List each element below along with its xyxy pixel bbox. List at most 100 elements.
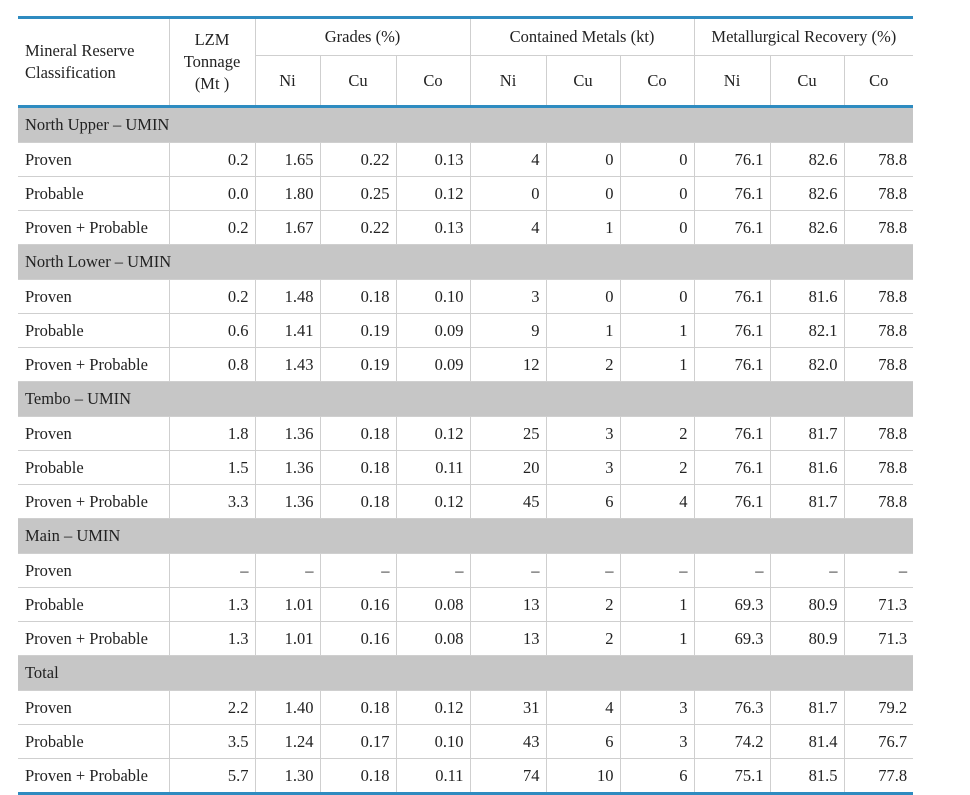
table-cell: 74.2 <box>694 724 771 759</box>
table-cell: 31 <box>470 690 547 725</box>
table-cell: 0 <box>620 176 695 211</box>
section-title: North Upper – UMIN <box>18 106 914 143</box>
table-cell: 78.8 <box>844 279 914 314</box>
table-cell: 0.12 <box>396 416 471 451</box>
table-cell: 1.01 <box>255 621 321 656</box>
table-cell: 69.3 <box>694 587 771 622</box>
table-cell: 81.7 <box>770 484 845 519</box>
row-label: Probable <box>18 724 170 759</box>
table-cell: 5.7 <box>169 758 256 795</box>
table-cell: 0.11 <box>396 758 471 795</box>
table-cell: 76.1 <box>694 347 771 382</box>
section-title: North Lower – UMIN <box>18 244 914 280</box>
table-cell: 13 <box>470 621 547 656</box>
table-cell: 0.22 <box>320 210 397 245</box>
table-cell: 1.65 <box>255 142 321 177</box>
table-cell: 1 <box>546 210 621 245</box>
table-cell: 0.6 <box>169 313 256 348</box>
header-tonnage: LZM Tonnage (Mt ) <box>169 16 256 108</box>
table-cell: 0.12 <box>396 690 471 725</box>
table-cell: 76.7 <box>844 724 914 759</box>
table-row: Proven + Probable 0.2 1.67 0.22 0.13 4 1 0 76.1 8… <box>18 210 914 245</box>
table-cell: 0 <box>546 176 621 211</box>
table-cell: – <box>320 553 397 588</box>
table-cell: 3 <box>620 724 695 759</box>
table-body: North Upper – UMIN Proven 0.2 1.65 0.22 0.13 4… <box>18 106 914 795</box>
table-cell: 78.8 <box>844 416 914 451</box>
row-label: Proven <box>18 416 170 451</box>
header-contained-cu: Cu <box>546 55 621 108</box>
section-header-row: North Lower – UMIN <box>18 244 914 280</box>
table-cell: 12 <box>470 347 547 382</box>
table-cell: 76.1 <box>694 484 771 519</box>
table-cell: – <box>546 553 621 588</box>
table-cell: – <box>620 553 695 588</box>
header-contained-co: Co <box>620 55 695 108</box>
table-cell: 0.09 <box>396 313 471 348</box>
table-cell: 1.3 <box>169 621 256 656</box>
header-group-contained-metals: Contained Metals (kt) <box>470 16 695 56</box>
header-recovery-ni: Ni <box>694 55 771 108</box>
table-cell: 2 <box>620 450 695 485</box>
table-cell: 82.0 <box>770 347 845 382</box>
table-cell: 25 <box>470 416 547 451</box>
table-cell: 1.40 <box>255 690 321 725</box>
header-tonnage-line-2: Tonnage <box>183 52 241 71</box>
table-cell: 3.3 <box>169 484 256 519</box>
table-cell: 4 <box>470 142 547 177</box>
table-cell: 10 <box>546 758 621 795</box>
row-label: Proven <box>18 279 170 314</box>
table-cell: 76.1 <box>694 313 771 348</box>
row-label: Proven + Probable <box>18 210 170 245</box>
table-cell: 0.16 <box>320 587 397 622</box>
header-grade-ni: Ni <box>255 55 321 108</box>
table-cell: 0.18 <box>320 416 397 451</box>
table-row: Proven + Probable 0.8 1.43 0.19 0.09 12 2 1 76.1… <box>18 347 914 382</box>
header-group-metallurgical-recovery: Metallurgical Recovery (%) <box>694 16 914 56</box>
row-label: Proven + Probable <box>18 758 170 795</box>
table-cell: 71.3 <box>844 621 914 656</box>
table-cell: 76.1 <box>694 416 771 451</box>
table-cell: 1.30 <box>255 758 321 795</box>
table-cell: 1.41 <box>255 313 321 348</box>
table-cell: 4 <box>620 484 695 519</box>
row-label: Probable <box>18 176 170 211</box>
table-cell: 0.8 <box>169 347 256 382</box>
row-label: Probable <box>18 450 170 485</box>
table-cell: 1.36 <box>255 416 321 451</box>
table-cell: 0.17 <box>320 724 397 759</box>
table-cell: – <box>844 553 914 588</box>
table-cell: 6 <box>620 758 695 795</box>
table-cell: 79.2 <box>844 690 914 725</box>
table-cell: 81.6 <box>770 450 845 485</box>
row-label: Proven <box>18 553 170 588</box>
mineral-reserve-table-container: Mineral Reserve Classification LZM Tonna… <box>18 16 914 795</box>
table-cell: 1.24 <box>255 724 321 759</box>
table-cell: 0 <box>546 142 621 177</box>
table-cell: 0.10 <box>396 724 471 759</box>
table-cell: 3 <box>620 690 695 725</box>
table-cell: 6 <box>546 724 621 759</box>
table-cell: 0.18 <box>320 484 397 519</box>
table-cell: 81.7 <box>770 690 845 725</box>
table-row: Proven + Probable 5.7 1.30 0.18 0.11 74 10 6 75.… <box>18 758 914 795</box>
table-cell: 1.36 <box>255 484 321 519</box>
header-grade-co: Co <box>396 55 471 108</box>
table-cell: 82.6 <box>770 210 845 245</box>
table-cell: 78.8 <box>844 210 914 245</box>
table-cell: 0 <box>620 210 695 245</box>
table-cell: 82.6 <box>770 176 845 211</box>
table-cell: – <box>694 553 771 588</box>
table-cell: 1 <box>546 313 621 348</box>
table-cell: 0 <box>620 279 695 314</box>
table-row: Probable 0.0 1.80 0.25 0.12 0 0 0 76.1 82.6 78.8 <box>18 176 914 211</box>
table-cell: 4 <box>546 690 621 725</box>
table-cell: 78.8 <box>844 347 914 382</box>
row-label: Proven + Probable <box>18 621 170 656</box>
table-cell: 45 <box>470 484 547 519</box>
header-recovery-co: Co <box>844 55 914 108</box>
header-contained-ni: Ni <box>470 55 547 108</box>
table-cell: 0 <box>470 176 547 211</box>
table-cell: 0.10 <box>396 279 471 314</box>
table-cell: 77.8 <box>844 758 914 795</box>
